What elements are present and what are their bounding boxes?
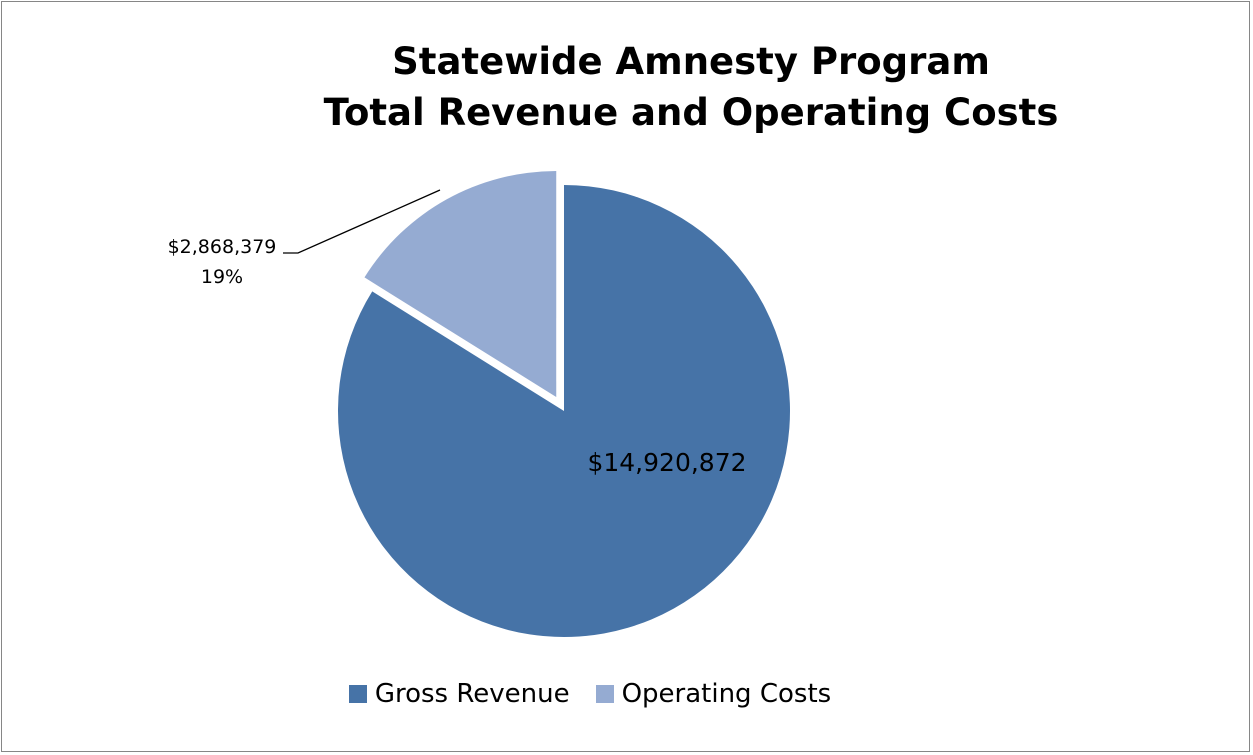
data-label-gross-revenue: $14,920,872 [587,448,746,477]
data-label-operating-costs-value: $2,868,379 [168,236,277,258]
data-label-operating-costs-percent: 19% [201,266,243,288]
chart-title: Statewide Amnesty Program Total Revenue … [0,36,1253,138]
legend-label-gross-revenue: Gross Revenue [374,679,570,709]
legend-swatch-gross-revenue [348,685,367,703]
chart-title-line-2: Total Revenue and Operating Costs [323,91,1059,134]
chart-title-line-1: Statewide Amnesty Program [392,40,990,83]
pie-slice-gross-revenue [337,185,790,637]
pie-slice-operating-costs [364,171,557,398]
legend: Gross Revenue Operating Costs [0,679,1180,709]
legend-swatch-operating-costs [595,685,614,703]
legend-item-gross-revenue: Gross Revenue [348,679,570,709]
legend-label-operating-costs: Operating Costs [621,679,832,709]
legend-item-operating-costs: Operating Costs [595,679,832,709]
leader-line-operating-costs [283,189,441,254]
